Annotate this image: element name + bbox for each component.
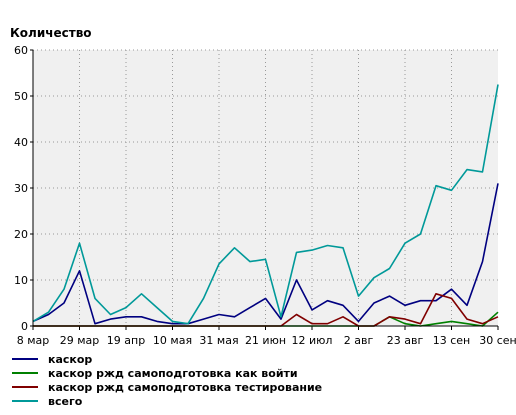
y-tick-label: 50 <box>14 90 28 103</box>
y-tick-label: 0 <box>21 320 28 333</box>
y-axis-title: Количество <box>10 26 92 40</box>
legend-swatch <box>12 386 38 388</box>
legend-item: каскор <box>12 352 322 366</box>
x-tick-label: 29 мар <box>60 334 100 347</box>
legend-swatch <box>12 400 38 402</box>
x-tick-label: 2 авг <box>344 334 374 347</box>
legend-item: каскор ржд самоподготовка как войти <box>12 366 322 380</box>
legend-label: каскор <box>48 352 93 366</box>
grid <box>33 49 498 326</box>
line-chart: Количество 0 10 20 30 40 50 60 8 мар 29 мар 19 а… <box>10 26 516 347</box>
x-tick-label: 23 авг <box>387 334 424 347</box>
legend-label: каскор ржд самоподготовка как войти <box>48 366 298 380</box>
x-tick-label: 8 мар <box>17 334 50 347</box>
x-tick-label: 12 июл <box>292 334 333 347</box>
y-tick-label: 40 <box>14 136 28 149</box>
legend-label: каскор ржд самоподготовка тестирование <box>48 380 323 394</box>
legend-swatch <box>12 372 38 374</box>
legend-item: каскор ржд самоподготовка тестирование <box>12 380 322 394</box>
y-tick-label: 60 <box>14 44 28 57</box>
x-tick-label: 30 сен <box>479 334 516 347</box>
x-tick-label: 10 мая <box>153 334 192 347</box>
x-tick-label: 13 сен <box>433 334 471 347</box>
series-line-0 <box>32 183 499 325</box>
legend-swatch <box>12 358 38 360</box>
x-tick-label: 31 мая <box>199 334 238 347</box>
x-tick-label: 21 июн <box>245 334 286 347</box>
x-tick-label: 19 апр <box>107 334 145 347</box>
x-axis-ticks: 8 мар 29 мар 19 апр 10 мая 31 мая 21 июн 12 ию… <box>17 326 516 347</box>
legend: каскор каскор ржд самоподготовка как вой… <box>12 352 322 408</box>
series-line-3 <box>32 84 499 325</box>
y-tick-label: 30 <box>14 182 28 195</box>
y-tick-label: 20 <box>14 228 28 241</box>
legend-item: всего <box>12 394 322 408</box>
y-axis-ticks: 0 10 20 30 40 50 60 <box>14 44 33 333</box>
y-tick-label: 10 <box>14 274 28 287</box>
legend-label: всего <box>48 394 83 408</box>
